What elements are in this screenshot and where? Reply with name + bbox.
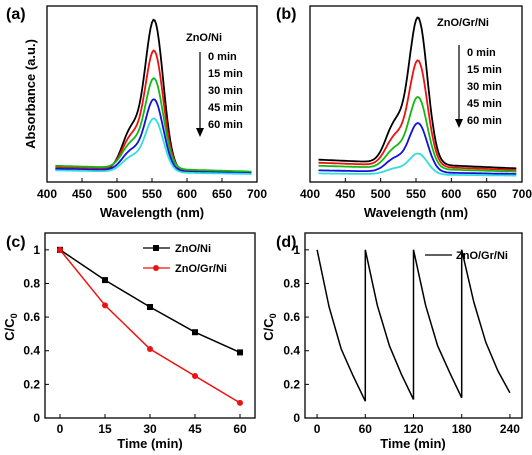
panel-a-x-tick-label: 450 <box>72 187 92 201</box>
panel-b-axes-frame <box>309 5 523 183</box>
panel-c-x-tick-label: 30 <box>143 422 157 436</box>
panel-b-series-line <box>318 96 517 173</box>
panel-a-x-axis-label: Wavelength (nm) <box>100 205 204 220</box>
panel-a-legend-title: ZnO/Ni <box>186 32 222 44</box>
panel-b-series-line <box>318 152 517 177</box>
panel-d-y-tick-label: 1 <box>293 243 300 257</box>
panel-c-data-point <box>147 346 153 353</box>
panel-d-legend-label: ZnO/Gr/Ni <box>456 250 508 262</box>
panel-d-y-tick-label: 0.6 <box>283 310 300 324</box>
panel-b-legend-item: 15 min <box>467 64 502 76</box>
panel-a-series-line <box>55 77 252 173</box>
panel-d-y-tick-label: 0 <box>293 411 300 425</box>
panel-d-x-tick-label: 180 <box>452 422 472 436</box>
panel-c-x-tick-label: 45 <box>188 422 202 436</box>
panel-d-y-axis-label-subscript: 0 <box>268 313 278 318</box>
panel-d-legend: ZnO/Gr/Ni <box>425 250 508 262</box>
panel-d-x-tick-label: 60 <box>359 422 373 436</box>
panel-b-legend-item: 30 min <box>467 81 502 93</box>
panel-c-y-tick-label: 1 <box>33 243 40 257</box>
panel-c-legend: ZnO/Ni ZnO/Gr/Ni <box>143 243 227 275</box>
panel-a-x-tick-label: 400 <box>37 187 57 201</box>
panel-a-legend-arrow-icon <box>196 52 204 137</box>
panel-c-data-point <box>147 304 153 310</box>
panel-c-y-tick-label: 0.4 <box>23 344 40 358</box>
panel-d-y-axis-label-main: C/C <box>261 318 276 341</box>
panel-d-label: (d) <box>276 234 296 251</box>
panel-d-plot-area: 0 60 120 180 240 0 0.2 0.4 0.6 0.8 1 <box>283 243 520 436</box>
panel-c-data-point <box>237 349 243 356</box>
panel-d-x-tick-label: 0 <box>314 422 321 436</box>
panel-b-legend-item: 60 min <box>467 115 502 127</box>
panel-b-x-tick-label: 500 <box>371 187 391 201</box>
panel-d-y-tick-label: 0.4 <box>283 344 300 358</box>
panel-c-x-tick-label: 15 <box>98 422 112 436</box>
panel-c-y-tick-label: 0.8 <box>23 276 40 290</box>
panel-c-data-point <box>192 329 198 336</box>
panel-b-legend-item: 0 min <box>467 47 496 59</box>
panel-c-legend-label: ZnO/Ni <box>175 243 211 255</box>
panel-b-x-tick-label: 600 <box>441 187 461 201</box>
panel-a-legend-item: 0 min <box>208 51 237 63</box>
panel-c-y-tick-label: 0.2 <box>23 377 40 391</box>
panel-c-y-axis-label-main: C/C <box>2 318 17 341</box>
panel-c-legend-label: ZnO/Gr/Ni <box>175 263 227 275</box>
panel-b: 400 450 500 550 600 650 700 (b) Wavelength (nm… <box>276 5 532 220</box>
panel-d-x-axis-label: Time (min) <box>380 436 446 451</box>
panel-d-x-tick-label: 240 <box>500 422 520 436</box>
panel-a-x-tick-label: 650 <box>212 187 232 201</box>
panel-b-legend-title: ZnO/Gr/Ni <box>437 17 489 29</box>
panel-c-data-point <box>57 246 63 253</box>
panel-b-series-line <box>318 16 517 170</box>
panel-b-series-line <box>318 122 517 175</box>
panel-b-x-tick-label: 650 <box>477 187 497 201</box>
panel-a-legend-item: 15 min <box>208 68 243 80</box>
panel-d-x-tick-label: 120 <box>403 422 423 436</box>
panel-d: 0 60 120 180 240 0 0.2 0.4 0.6 0.8 1 (d) Time (min… <box>261 232 523 451</box>
panel-c-label: (c) <box>6 234 26 251</box>
panel-d-y-tick-label: 0.8 <box>283 276 300 290</box>
panel-c-plot-area: 0 15 30 45 60 0 0.2 0.4 0.6 0.8 1 <box>23 243 247 436</box>
panel-c-data-point <box>102 302 108 309</box>
panel-c-x-tick-label: 60 <box>233 422 247 436</box>
panel-a-plot-area: 400 450 500 550 600 650 700 <box>37 18 267 201</box>
panel-b-plot-area: 400 450 500 550 600 650 700 <box>300 16 532 201</box>
panel-a-x-tick-label: 550 <box>142 187 162 201</box>
panel-a-series-line <box>55 117 252 175</box>
panel-a: 400 450 500 550 600 650 700 (a) Wavelength (nm… <box>6 5 267 220</box>
panel-b-x-tick-label: 400 <box>300 187 320 201</box>
panel-c-x-axis-label: Time (min) <box>117 436 183 451</box>
panel-b-series-line <box>318 59 517 171</box>
panel-c-y-axis-label-subscript: 0 <box>9 313 19 318</box>
panel-c-x-tick-label: 0 <box>57 422 64 436</box>
panel-c-y-axis-label: C/C0 <box>2 313 19 340</box>
panel-c-y-tick-label: 0 <box>33 411 40 425</box>
panel-c-data-point <box>102 277 108 284</box>
panel-b-label: (b) <box>276 6 296 23</box>
panel-a-legend-item: 45 min <box>208 102 243 114</box>
panel-c-y-tick-label: 0.6 <box>23 310 40 324</box>
panel-b-x-axis-label: Wavelength (nm) <box>364 205 468 220</box>
panel-b-x-tick-label: 700 <box>512 187 532 201</box>
panel-a-x-tick-label: 600 <box>177 187 197 201</box>
panel-c-data-point <box>192 372 198 379</box>
panel-b-x-tick-label: 450 <box>335 187 355 201</box>
panel-b-legend-item: 45 min <box>467 98 502 110</box>
panel-a-legend-item: 30 min <box>208 85 243 97</box>
panel-a-x-tick-label: 700 <box>247 187 267 201</box>
panel-d-series-line <box>316 249 511 402</box>
panel-c-data-point <box>237 399 243 406</box>
panel-b-legend-arrow-icon <box>455 45 463 128</box>
panel-d-y-axis-label: C/C0 <box>261 313 278 340</box>
panel-d-y-tick-label: 0.2 <box>283 377 300 391</box>
panel-b-x-tick-label: 550 <box>406 187 426 201</box>
panel-a-label: (a) <box>6 6 26 23</box>
panel-c: 0 15 30 45 60 0 0.2 0.4 0.6 0.8 1 (c) Time (min) C… <box>2 232 256 451</box>
panel-a-y-axis-label: Absorbance (a.u.) <box>23 39 38 149</box>
panel-a-legend-item: 60 min <box>208 119 243 131</box>
panel-a-series-line <box>55 98 252 175</box>
panel-a-x-tick-label: 500 <box>107 187 127 201</box>
